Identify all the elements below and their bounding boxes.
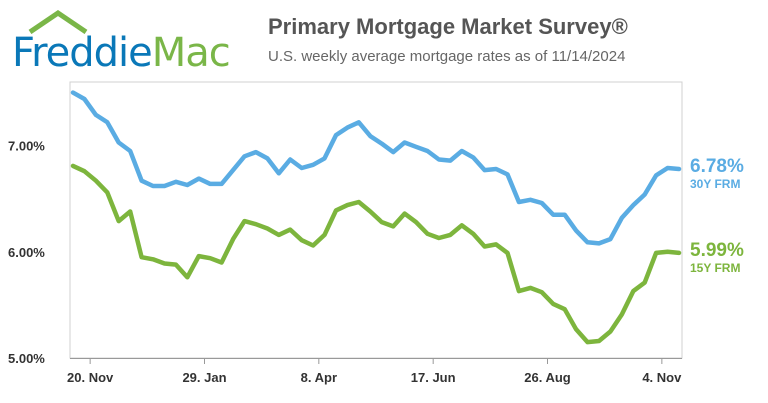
x-tick-label: 26. Aug [524,370,571,385]
series-line-15y [70,163,682,345]
logo-word-mac: Mac [151,30,231,76]
x-tick-label: 17. Jun [411,370,456,385]
logo-word-freddie: Freddie [12,30,153,76]
series-end-value-15y: 5.99% [690,240,744,261]
series-end-value-30y: 6.78% [690,156,744,177]
x-tick-label: 29. Jan [182,370,226,385]
logo-wordmark: FreddieMac [12,30,231,76]
plot-area [69,81,683,359]
series-name-15y: 15Y FRM [690,261,740,275]
y-tick-label: 7.00% [8,139,45,154]
chart-subtitle: U.S. weekly average mortgage rates as of… [268,48,626,65]
y-tick-label: 6.00% [8,245,45,260]
freddie-mac-logo: FreddieMac [12,10,247,80]
house-roof-icon [28,10,88,34]
series-name-30y: 30Y FRM [690,177,740,191]
x-tick-label: 8. Apr [301,370,337,385]
chart-title: Primary Mortgage Market Survey® [268,14,628,39]
x-tick-label: 4. Nov [642,370,682,385]
x-tick-label: 20. Nov [67,370,114,385]
y-tick-label: 5.00% [8,351,45,366]
series-line-30y [70,90,682,246]
